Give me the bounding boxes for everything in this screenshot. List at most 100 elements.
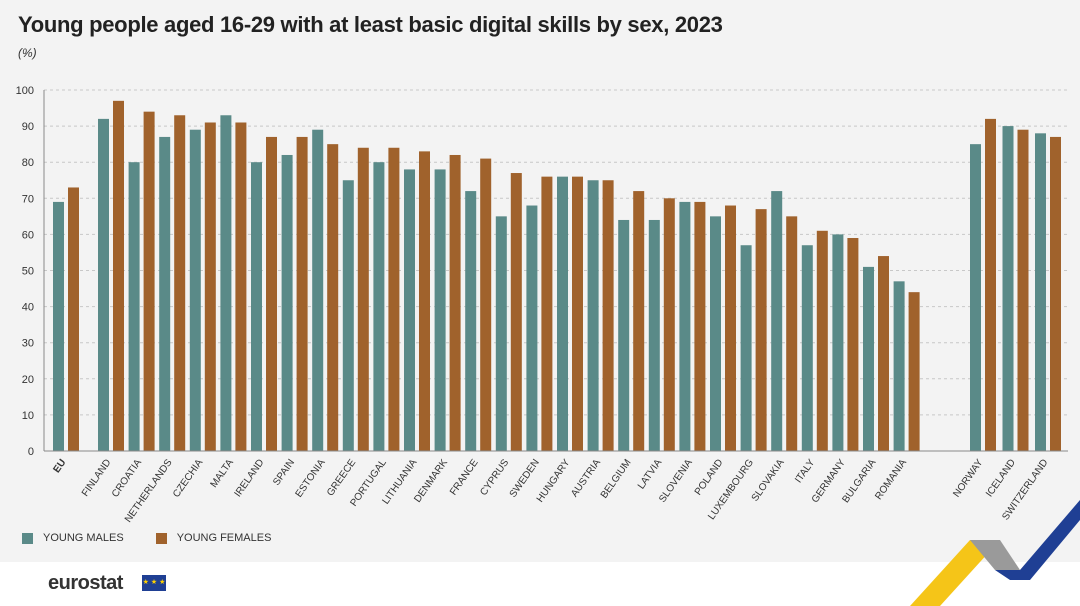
bar-germany-females bbox=[847, 238, 859, 451]
bar-poland-females bbox=[725, 205, 736, 451]
bar-norway-males bbox=[970, 144, 981, 451]
bar-greece-females bbox=[357, 147, 369, 451]
bar-netherlands-females bbox=[174, 115, 186, 452]
bar-eu-males bbox=[53, 201, 64, 451]
bar-cyprus-females bbox=[510, 173, 522, 451]
bar-malta-females bbox=[235, 122, 247, 452]
bar-luxembourg-males bbox=[740, 245, 752, 451]
x-tick-label: ROMANIA bbox=[873, 457, 909, 502]
footer: eurostat ★ ★ ★ bbox=[0, 500, 1080, 606]
y-tick-label: 80 bbox=[22, 157, 34, 169]
eu-flag-icon: ★ ★ ★ bbox=[142, 575, 166, 591]
legend-item-males: YOUNG MALES bbox=[22, 532, 124, 544]
x-tick-label: CZECHIA bbox=[171, 457, 205, 500]
bar-cyprus-males bbox=[495, 216, 507, 451]
bar-ireland-females bbox=[266, 136, 277, 451]
decorative-chevrons bbox=[910, 500, 1080, 606]
bar-finland-males bbox=[98, 118, 109, 451]
bar-iceland-males bbox=[1002, 126, 1014, 451]
bar-eu-females bbox=[68, 187, 79, 451]
x-tick-label: IRELAND bbox=[233, 457, 267, 499]
x-tick-label: AUSTRIA bbox=[569, 457, 603, 499]
bar-malta-males bbox=[220, 115, 232, 452]
bar-portugal-females bbox=[388, 147, 400, 451]
bar-spain-females bbox=[296, 136, 308, 451]
y-tick-label: 10 bbox=[22, 410, 34, 422]
legend-label-females: YOUNG FEMALES bbox=[176, 532, 272, 544]
bar-portugal-males bbox=[373, 162, 385, 451]
bar-ireland-males bbox=[251, 162, 262, 451]
bar-iceland-females bbox=[1017, 129, 1029, 451]
bar-austria-females bbox=[602, 180, 614, 451]
legend-item-females: YOUNG FEMALES bbox=[155, 532, 272, 544]
legend-label-males: YOUNG MALES bbox=[43, 532, 124, 544]
x-tick-label: ESTONIA bbox=[294, 457, 328, 499]
bar-bulgaria-females bbox=[878, 256, 889, 451]
bar-slovakia-males bbox=[771, 191, 783, 451]
bar-latvia-females bbox=[663, 198, 675, 451]
x-tick-label: GREECE bbox=[325, 457, 358, 498]
bar-france-males bbox=[465, 191, 477, 451]
bar-luxembourg-females bbox=[755, 209, 767, 451]
bar-norway-females bbox=[985, 118, 996, 451]
legend-swatch-males bbox=[22, 532, 33, 544]
bar-finland-females bbox=[113, 100, 124, 451]
legend-swatch-females bbox=[155, 532, 167, 544]
bar-sweden-females bbox=[541, 176, 553, 451]
x-tick-label: ITALY bbox=[793, 457, 817, 485]
bar-spain-males bbox=[281, 154, 293, 452]
y-tick-label: 20 bbox=[22, 374, 34, 386]
y-tick-label: 100 bbox=[16, 85, 34, 97]
bar-denmark-males bbox=[434, 169, 446, 452]
x-tick-label: FRANCE bbox=[448, 457, 481, 497]
bar-austria-males bbox=[587, 180, 599, 451]
x-tick-label: EU bbox=[51, 457, 68, 475]
y-tick-label: 40 bbox=[22, 302, 34, 314]
bar-czechia-females bbox=[204, 122, 216, 452]
bar-denmark-females bbox=[449, 154, 461, 452]
bar-germany-males bbox=[832, 234, 844, 451]
x-tick-label: NORWAY bbox=[951, 457, 985, 499]
bar-italy-females bbox=[816, 230, 828, 451]
bar-italy-males bbox=[801, 245, 813, 451]
bar-estonia-females bbox=[327, 144, 339, 451]
bar-poland-males bbox=[710, 216, 721, 451]
chart-title: Young people aged 16-29 with at least ba… bbox=[18, 12, 723, 37]
bar-sweden-males bbox=[526, 205, 538, 451]
unit-label: (%) bbox=[18, 46, 37, 60]
bar-croatia-males bbox=[128, 162, 140, 451]
y-tick-label: 70 bbox=[22, 193, 34, 205]
bar-belgium-males bbox=[618, 219, 630, 451]
bar-latvia-males bbox=[648, 219, 660, 451]
bar-lithuania-females bbox=[419, 151, 430, 451]
bar-hungary-males bbox=[557, 176, 568, 451]
bar-croatia-females bbox=[143, 111, 155, 451]
bar-hungary-females bbox=[572, 176, 583, 451]
y-tick-label: 50 bbox=[22, 266, 34, 278]
bar-romania-females bbox=[908, 292, 920, 451]
x-tick-label: MALTA bbox=[209, 457, 236, 490]
bar-netherlands-males bbox=[159, 136, 171, 451]
bar-switzerland-males bbox=[1035, 133, 1046, 451]
bar-slovenia-males bbox=[679, 201, 691, 451]
y-tick-label: 0 bbox=[28, 446, 34, 458]
bar-greece-males bbox=[342, 180, 354, 451]
bar-lithuania-males bbox=[404, 169, 415, 452]
x-tick-label: SWEDEN bbox=[508, 457, 542, 499]
x-tick-label: CROATIA bbox=[110, 457, 144, 499]
bar-romania-males bbox=[893, 281, 905, 451]
x-tick-label: POLAND bbox=[693, 457, 726, 497]
x-tick-label: ICELAND bbox=[984, 457, 1018, 499]
x-tick-label: FINLAND bbox=[80, 457, 114, 498]
bar-france-females bbox=[480, 158, 492, 451]
eurostat-logo: eurostat bbox=[48, 572, 123, 594]
legend: YOUNG MALES YOUNG FEMALES bbox=[22, 532, 271, 544]
bar-slovakia-females bbox=[786, 216, 798, 451]
y-tick-label: 30 bbox=[22, 338, 34, 350]
y-tick-label: 90 bbox=[22, 121, 34, 133]
x-tick-label: CYPRUS bbox=[478, 457, 511, 498]
bar-slovenia-females bbox=[694, 201, 706, 451]
x-tick-label: SPAIN bbox=[271, 457, 297, 487]
bar-bulgaria-males bbox=[863, 266, 874, 451]
